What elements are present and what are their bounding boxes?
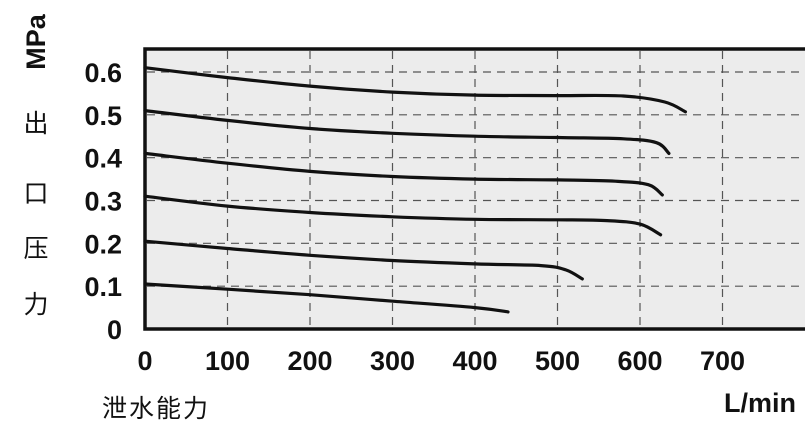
y-axis-title-char: 压 — [23, 234, 48, 263]
plot-area — [143, 47, 805, 331]
y-tick-label: 0.6 — [84, 58, 122, 88]
y-tick-label: 0.1 — [84, 272, 122, 302]
curve-series-4 — [143, 151, 664, 197]
y-tick-label: 0.5 — [84, 101, 122, 131]
y-axis-title-char: 口 — [23, 179, 48, 208]
y-axis-title-char: 力 — [23, 290, 48, 319]
x-tick-label: 400 — [452, 346, 497, 376]
y-axis-unit: MPa — [21, 13, 51, 70]
y-tick-label: 0.3 — [84, 187, 122, 217]
y-tick-label: 0.2 — [84, 229, 122, 259]
x-tick-label: 100 — [205, 346, 250, 376]
y-tick-label: 0.4 — [84, 144, 122, 174]
x-tick-label: 200 — [287, 346, 332, 376]
curve-series-5 — [143, 109, 671, 155]
y-tick-label: 0 — [107, 315, 122, 345]
x-tick-label: 500 — [535, 346, 580, 376]
x-axis-tick-labels: 0 100 200 300 400 500 600 700 — [137, 346, 745, 376]
curve-series-1 — [143, 282, 510, 314]
y-axis-tick-labels: 0 0.1 0.2 0.3 0.4 0.5 0.6 — [84, 58, 122, 345]
x-axis-unit: L/min — [724, 388, 796, 418]
x-axis-title: 泄水能力 — [102, 394, 210, 423]
curve-series-6 — [143, 66, 687, 114]
data-curves — [143, 66, 687, 314]
x-tick-label: 0 — [137, 346, 152, 376]
x-tick-label: 700 — [700, 346, 745, 376]
curve-series-3 — [143, 194, 663, 237]
x-tick-label: 600 — [617, 346, 662, 376]
y-axis-title-char: 出 — [23, 109, 48, 138]
curve-series-2 — [143, 239, 584, 281]
grid — [147, 51, 805, 327]
x-tick-label: 300 — [370, 346, 415, 376]
